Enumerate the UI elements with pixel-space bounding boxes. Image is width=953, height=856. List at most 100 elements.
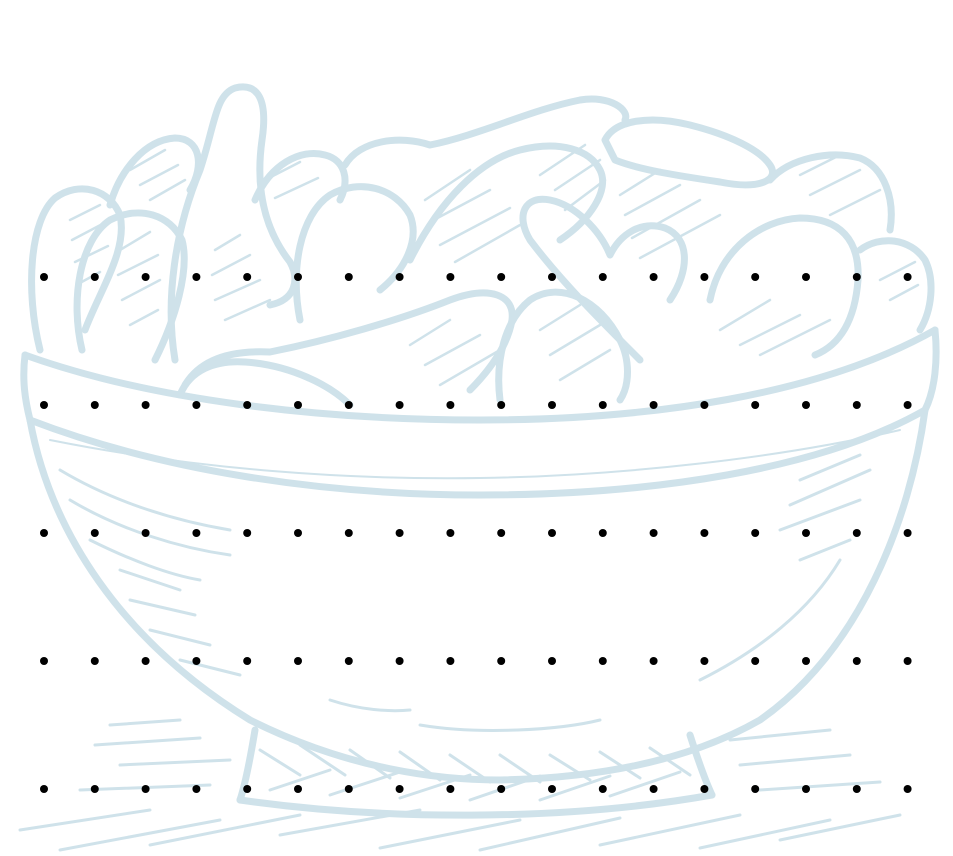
potato-front-center (495, 288, 631, 404)
potato-tall-center-left (167, 83, 299, 364)
grid-dot (700, 785, 709, 793)
grid-dot (649, 657, 658, 665)
grid-dot (243, 529, 252, 537)
grid-dot (598, 401, 607, 409)
grid-dot (294, 657, 302, 665)
bowl-base-left (236, 726, 259, 804)
grid-dot (90, 529, 99, 537)
grid-dot (344, 657, 353, 665)
grid-dot (395, 401, 404, 409)
grid-dot (802, 273, 810, 281)
grid-dot (192, 529, 201, 537)
grid-dot (446, 529, 455, 537)
potato-left-outer (28, 185, 125, 354)
grid-dot (395, 529, 404, 537)
grid-dot (294, 785, 302, 793)
grid-dot (700, 657, 709, 665)
potato-large-center (406, 142, 607, 264)
bowl-body (26, 406, 929, 784)
grid-dot (649, 273, 658, 281)
grid-dot (497, 785, 506, 793)
grid-dot (751, 401, 760, 409)
grid-dot (243, 273, 252, 281)
grid-dot (446, 401, 455, 409)
grid-dot (751, 273, 760, 281)
grid-dot (192, 785, 201, 793)
grid-dot (192, 401, 201, 409)
grid-dot (649, 529, 658, 537)
grid-dot (40, 401, 48, 409)
potato-right-back (766, 151, 895, 234)
grid-dot (751, 785, 760, 793)
grid-dot (700, 529, 709, 537)
grid-dot (446, 785, 455, 793)
grid-dot (802, 529, 810, 537)
grid-dot (852, 657, 861, 665)
grid-dot (192, 273, 201, 281)
grid-dot (344, 785, 353, 793)
bowl-base-bottom (236, 791, 716, 819)
potatoes-group (28, 83, 935, 409)
grid-dot (903, 657, 912, 665)
bowl-rim-top (21, 326, 939, 424)
grid-dot (294, 401, 302, 409)
bowl-base-right (686, 731, 716, 799)
ground-hatching (18, 718, 902, 852)
grid-dot (141, 273, 150, 281)
grid-dot (903, 529, 912, 537)
bowl-shading (49, 429, 901, 732)
grid-dot (141, 657, 150, 665)
potato-heart-wedge (519, 195, 688, 364)
grid-dot (598, 657, 607, 665)
potato-left-inner (73, 209, 188, 364)
grid-dot (395, 273, 404, 281)
grid-dot (700, 273, 709, 281)
grid-dot (497, 401, 506, 409)
grid-dot (446, 273, 455, 281)
grid-dot (446, 657, 455, 665)
grid-dot (395, 657, 404, 665)
potato-right-outer (856, 237, 935, 334)
grid-dot (497, 657, 506, 665)
grid-dot (903, 401, 912, 409)
grid-dot (497, 529, 506, 537)
potato-hatching (68, 143, 920, 387)
grid-dot (649, 401, 658, 409)
bowl-rim-left (20, 351, 34, 424)
grid-dot (90, 273, 99, 281)
grid-dot (598, 273, 607, 281)
grid-dot (903, 785, 912, 793)
grid-dot (90, 401, 99, 409)
grid-dot (903, 273, 912, 281)
grid-dot (40, 785, 48, 793)
grid-dot (90, 657, 99, 665)
grid-dot (294, 273, 302, 281)
grid-dot (40, 657, 48, 665)
grid-dot (598, 529, 607, 537)
grid-dot (802, 657, 810, 665)
potato-top-right (601, 116, 776, 189)
grid-dot (649, 785, 658, 793)
grid-dot (40, 529, 48, 537)
bowl-rim-right (921, 326, 940, 414)
potato-top-back (341, 95, 630, 169)
grid-dot (344, 401, 353, 409)
potato-right-large (706, 214, 862, 359)
grid-dot (548, 785, 556, 793)
grid-dot (802, 785, 810, 793)
grid-dot (294, 529, 302, 537)
grid-dot (548, 657, 556, 665)
grid-dot (90, 785, 99, 793)
grid-dot (751, 657, 760, 665)
grid-dot (243, 657, 252, 665)
grid-dot (852, 401, 861, 409)
grid-dot (243, 785, 252, 793)
grid-dot (548, 401, 556, 409)
grid-dot (243, 401, 252, 409)
bowl-rim-band (26, 406, 929, 499)
bowl-group (20, 326, 940, 819)
grid-dot (598, 785, 607, 793)
